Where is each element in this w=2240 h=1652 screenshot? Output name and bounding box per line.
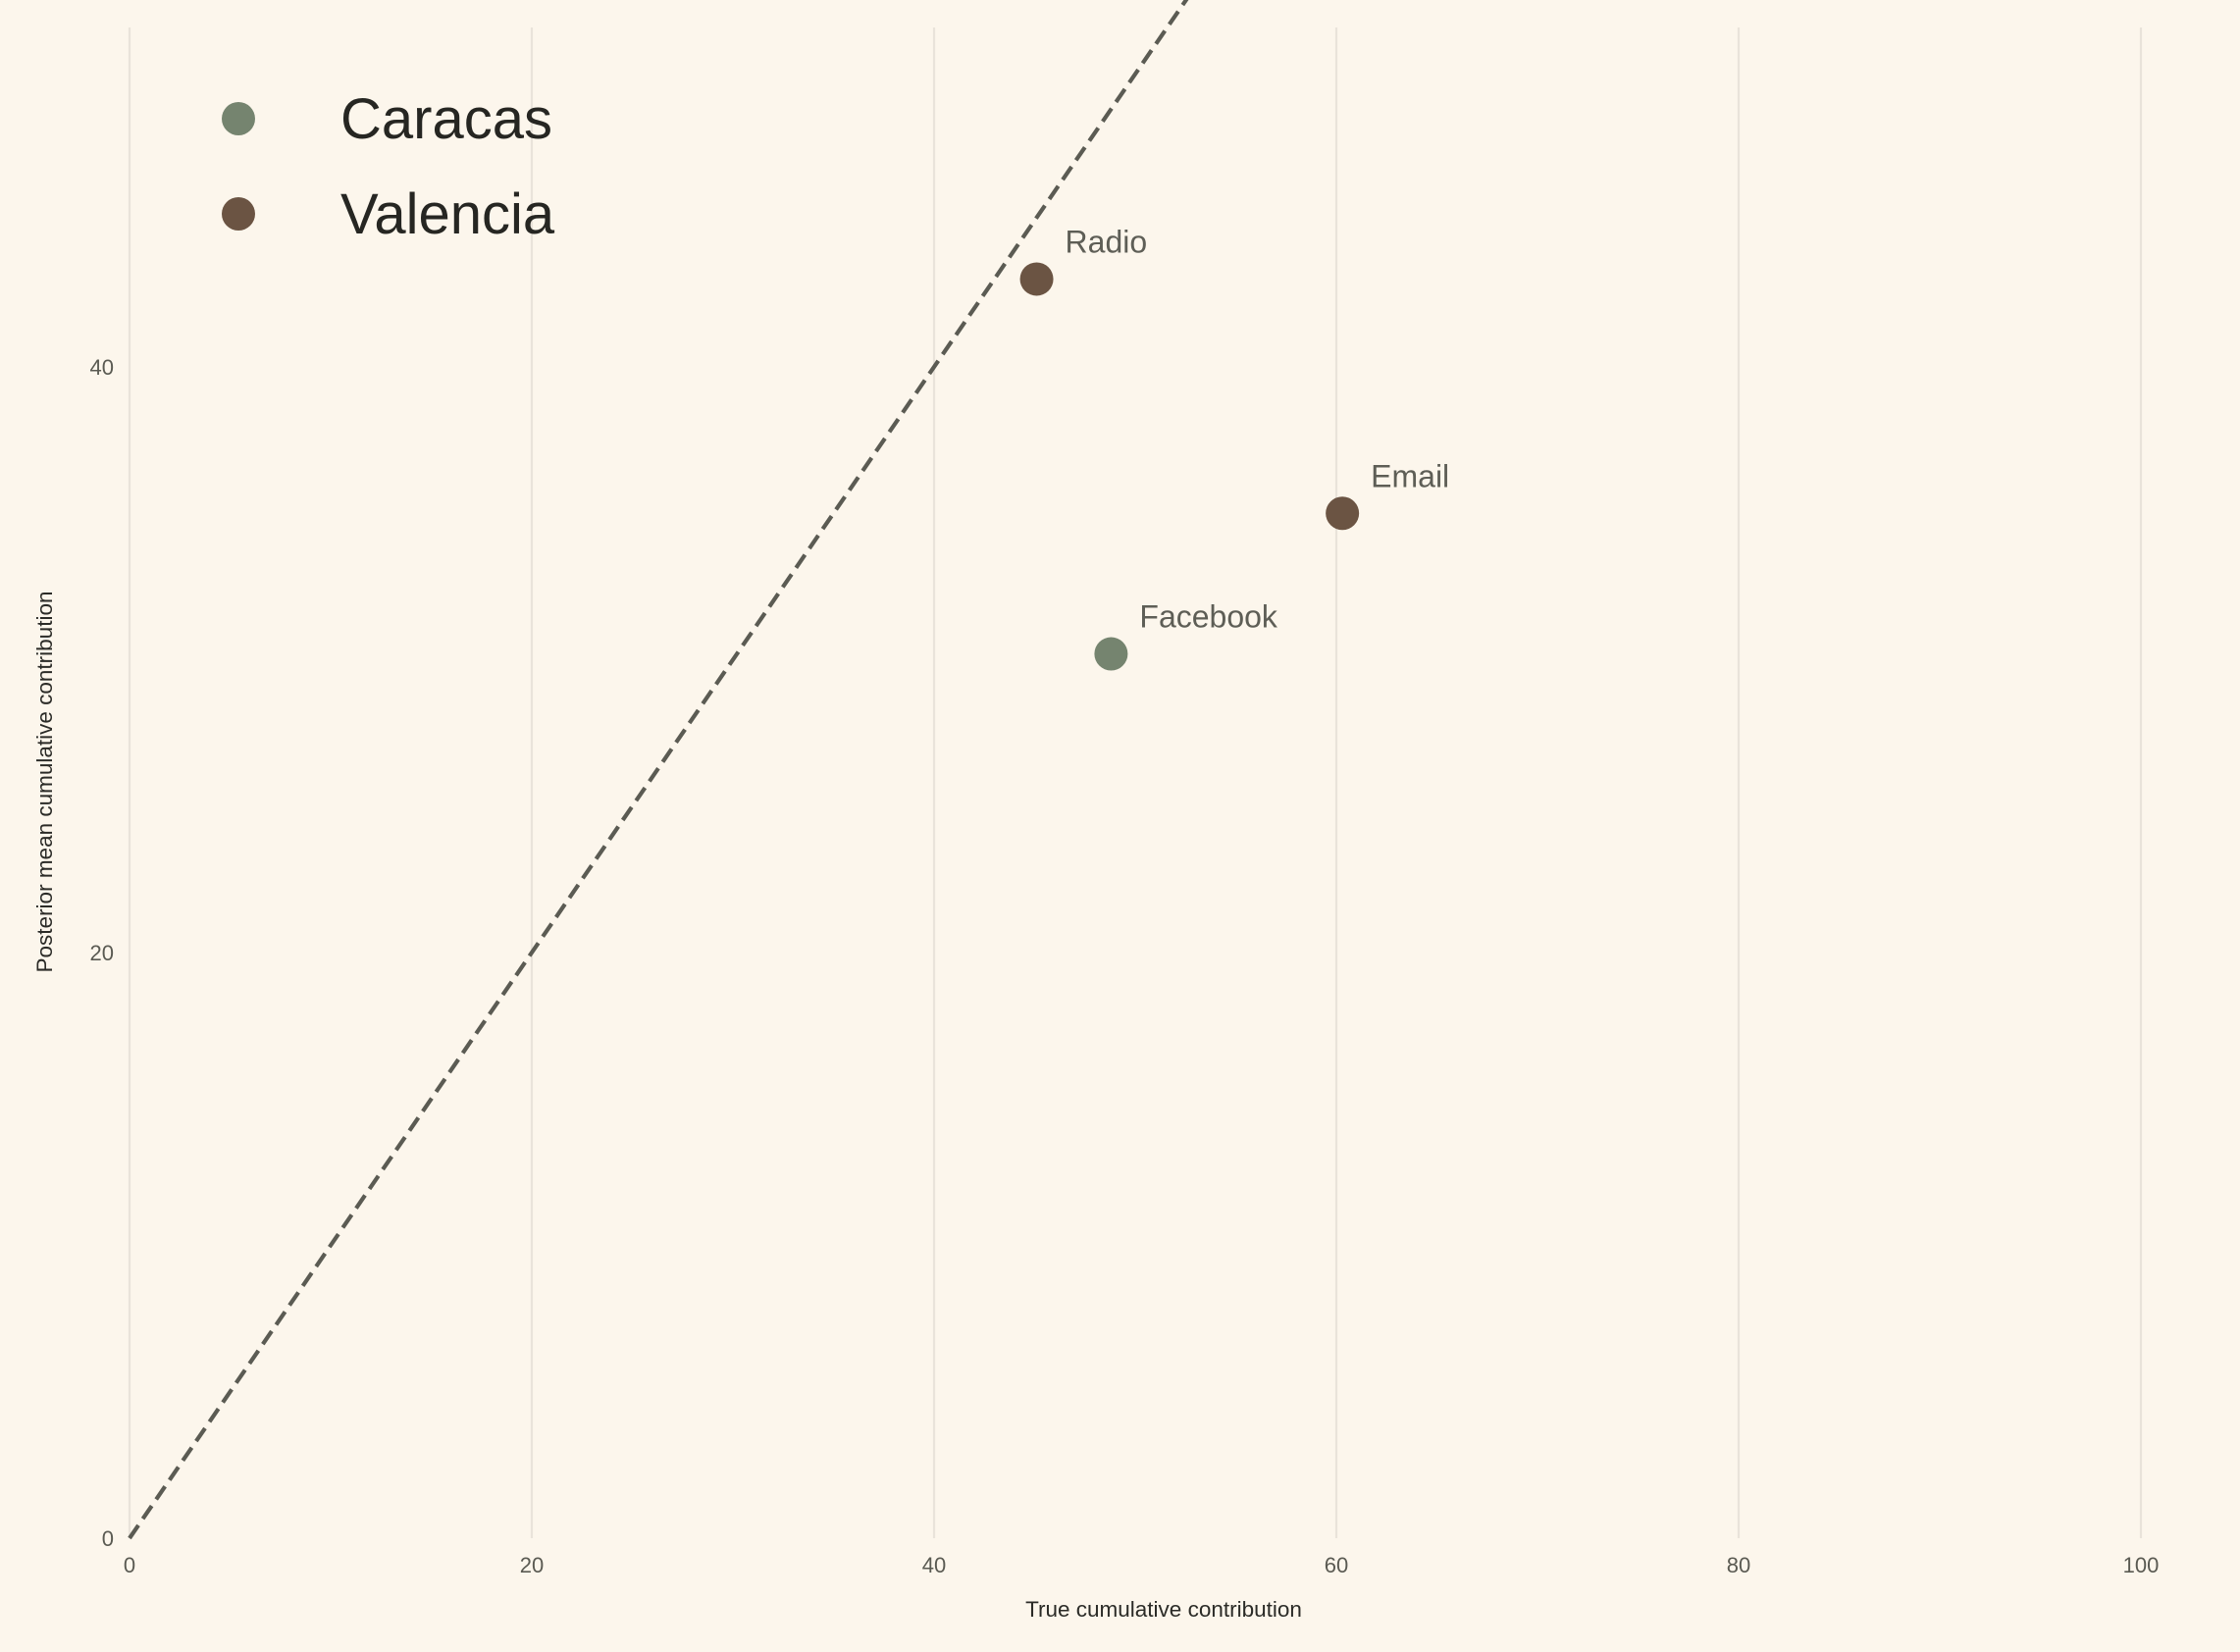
x-tick-label-80: 80 [1727, 1553, 1750, 1577]
x-tick-label-0: 0 [124, 1553, 135, 1577]
legend: Caracas Valencia [222, 87, 555, 246]
point-facebook [1094, 637, 1128, 671]
legend-label-caracas: Caracas [340, 87, 552, 151]
y-tick-label-0: 0 [102, 1526, 114, 1551]
legend-marker-caracas [222, 102, 255, 135]
tick-label-layer: 020406080100020406080100 [90, 355, 2160, 1577]
point-email [1326, 496, 1360, 531]
x-tick-label-20: 20 [520, 1553, 544, 1577]
point-layer [1019, 262, 1360, 671]
grid-layer [128, 27, 2143, 1538]
x-axis-title: True cumulative contribution [1025, 1597, 1302, 1622]
point-label-email: Email [1371, 458, 1449, 493]
legend-label-valencia: Valencia [340, 182, 555, 246]
point-label-radio: Radio [1066, 224, 1148, 259]
y-axis-title: Posterior mean cumulative contribution [32, 592, 57, 973]
x-tick-label-60: 60 [1325, 1553, 1348, 1577]
x-tick-label-100: 100 [2123, 1553, 2160, 1577]
point-label-facebook: Facebook [1139, 599, 1278, 635]
x-tick-label-40: 40 [922, 1553, 946, 1577]
point-radio [1019, 262, 1054, 296]
point-label-layer: Google SearchProgrammatic DisplayFaceboo… [1066, 224, 1450, 635]
y-tick-label-20: 20 [90, 941, 114, 965]
y-tick-label-40: 40 [90, 355, 114, 380]
legend-marker-valencia [222, 197, 255, 231]
